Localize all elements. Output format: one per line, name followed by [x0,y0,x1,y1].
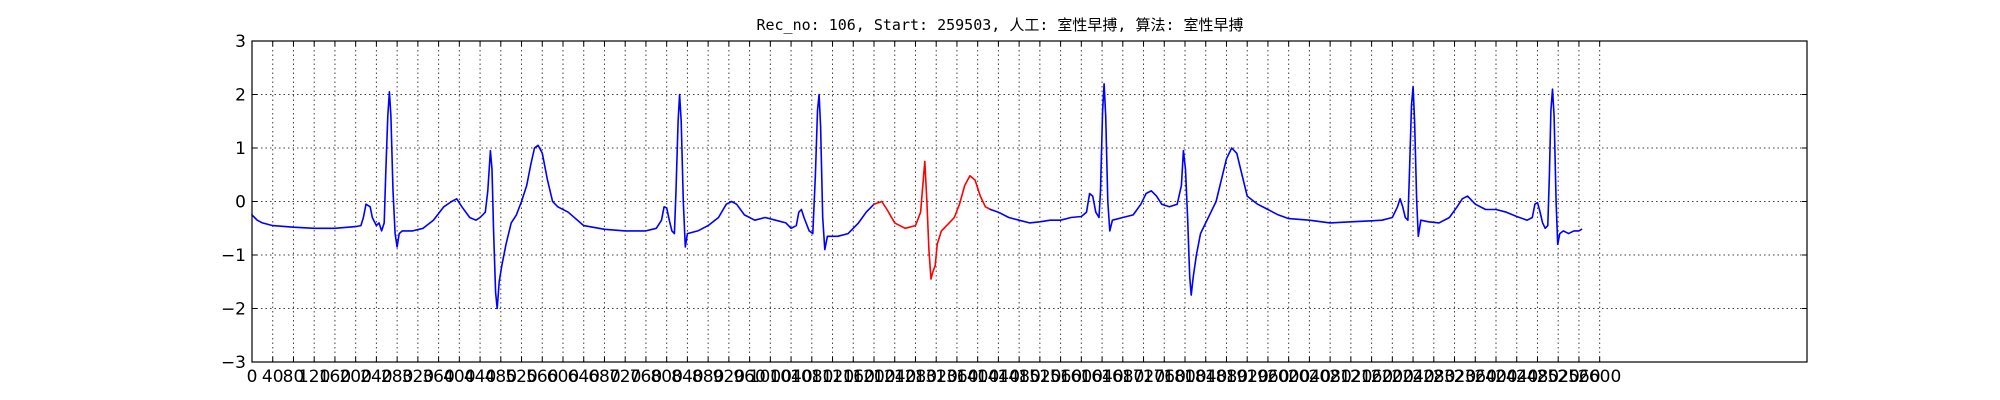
ecg-series-line-2 [873,160,992,280]
x-tick-label: 520 [505,367,537,387]
x-tick-label: 960 [733,367,765,387]
x-tick-label: 1880 [1205,367,1248,387]
x-tick-label: 1840 [1184,367,1227,387]
x-tick-label: 2080 [1309,367,1352,387]
x-tick-label: 80 [283,367,305,387]
x-tick-label: 2320 [1433,367,1476,387]
y-axis-ticks: −3 −2 −1 0 1 2 3 [221,32,1807,373]
x-tick-label: 1560 [1039,367,1082,387]
x-tick-label: 2000 [1267,367,1310,387]
x-tick-label: 2400 [1474,367,1517,387]
x-tick-label: 760 [630,367,662,387]
x-tick-label: 480 [485,367,517,387]
y-tick-label: 2 [235,86,246,106]
x-tick-label: 1600 [1060,367,1103,387]
y-tick-label: −2 [221,300,246,320]
x-tick-label: 1960 [1246,367,1289,387]
x-tick-label: 600 [547,367,579,387]
grid-lines [252,41,1807,362]
x-tick-label: 1720 [1122,367,1165,387]
x-tick-label: 1040 [769,367,812,387]
y-tick-label: 1 [235,139,246,159]
x-tick-label: 2480 [1516,367,1559,387]
x-tick-label: 0 [247,367,258,387]
y-tick-label: −1 [221,246,246,266]
x-tick-label: 360 [422,367,454,387]
x-tick-label: 720 [609,367,641,387]
x-tick-label: 2440 [1495,367,1538,387]
x-tick-label: 2040 [1288,367,1331,387]
plot-frame [251,40,1808,363]
x-tick-label: 1360 [935,367,978,387]
x-tick-label: 880 [692,367,724,387]
x-tick-label: 1080 [790,367,833,387]
x-tick-label: 1000 [749,367,792,387]
x-tick-label: 320 [402,367,434,387]
x-tick-label: 1440 [977,367,1020,387]
x-tick-label: 1680 [1101,367,1144,387]
x-tick-label: 1640 [1080,367,1123,387]
x-tick-label: 1200 [852,367,895,387]
x-tick-label: 2200 [1371,367,1414,387]
x-tick-label: 2240 [1391,367,1434,387]
x-tick-label: 640 [568,367,600,387]
x-axis-ticks: 0 40 8012016020024028032036040044048052056… [247,41,1621,387]
x-tick-label: 840 [671,367,703,387]
x-tick-label: 1160 [832,367,875,387]
x-tick-label: 2360 [1454,367,1497,387]
x-tick-label: 1320 [915,367,958,387]
x-tick-label: 2160 [1350,367,1393,387]
x-tick-label: 2280 [1412,367,1455,387]
chart-title: Rec_no: 106, Start: 259503, 人工: 室性早搏, 算法… [756,16,1243,34]
x-tick-label: 1520 [1018,367,1061,387]
x-tick-label: 200 [339,367,371,387]
x-tick-label: 800 [650,367,682,387]
x-tick-label: 1240 [873,367,916,387]
x-tick-label: 1120 [811,367,854,387]
ecg-series-line-1 [251,91,875,310]
x-tick-label: 2560 [1557,367,1600,387]
x-tick-label: 2120 [1329,367,1372,387]
x-tick-label: 1480 [998,367,1041,387]
ecg-series-line-3 [989,83,1583,296]
x-tick-label: 160 [319,367,351,387]
x-tick-label: 560 [526,367,558,387]
x-tick-label: 280 [381,367,413,387]
x-tick-label: 1400 [956,367,999,387]
x-tick-label: 240 [360,367,392,387]
x-tick-label: 2600 [1578,367,1621,387]
x-tick-label: 2520 [1537,367,1580,387]
x-tick-label: 1280 [894,367,937,387]
x-tick-label: 400 [443,367,475,387]
x-tick-label: 40 [262,367,284,387]
x-tick-label: 120 [298,367,330,387]
y-tick-label: 3 [235,32,246,52]
x-tick-label: 1800 [1163,367,1206,387]
ecg-series [251,83,1583,310]
x-tick-label: 920 [713,367,745,387]
x-tick-label: 680 [588,367,620,387]
x-tick-label: 440 [464,367,496,387]
x-tick-label: 1760 [1143,367,1186,387]
x-tick-label: 1920 [1226,367,1269,387]
y-tick-label: −3 [221,353,246,373]
y-tick-label: 0 [235,193,246,213]
